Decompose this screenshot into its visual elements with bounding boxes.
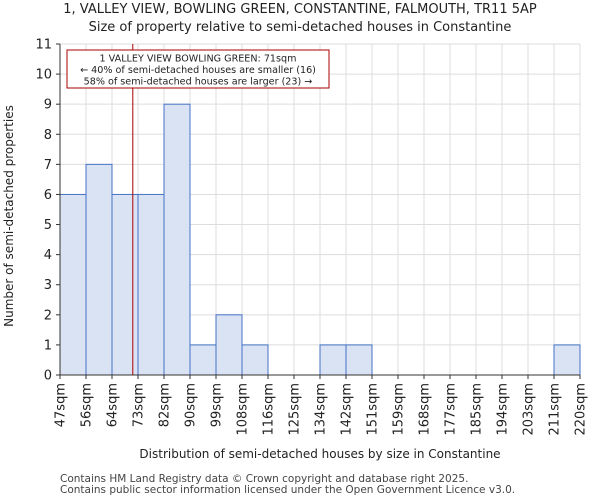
histogram-bar bbox=[137, 193, 165, 376]
x-tick-label: 108sqm bbox=[236, 383, 251, 436]
x-tick-label: 211sqm bbox=[548, 383, 563, 436]
x-tick-label: 73sqm bbox=[132, 383, 147, 427]
x-tick-label: 168sqm bbox=[418, 383, 433, 436]
footer-licence: Contains public sector information licen… bbox=[60, 484, 516, 496]
bar-layer bbox=[59, 103, 581, 376]
x-tick-label: 203sqm bbox=[522, 383, 537, 436]
x-tick-label: 56sqm bbox=[80, 383, 95, 427]
axis-layer: 0 1 2 3 4 5 6 7 8 9 10 11 47sqm 56sqm 64sqm 73sqm 82sqm 9… bbox=[35, 38, 588, 436]
x-tick-label: 90sqm bbox=[184, 383, 199, 427]
x-tick-label: 151sqm bbox=[366, 383, 381, 436]
footer-copyright: Contains HM Land Registry data © Crown c… bbox=[60, 473, 469, 485]
annotation-box bbox=[66, 49, 330, 89]
histogram-bar bbox=[59, 193, 87, 376]
y-tick-label: 9 bbox=[44, 98, 52, 113]
histogram-bar bbox=[553, 344, 581, 376]
histogram-bar bbox=[215, 314, 243, 376]
x-axis-label: Distribution of semi-detached houses by … bbox=[139, 447, 500, 461]
histogram-bar bbox=[189, 344, 217, 376]
y-tick-label: 11 bbox=[35, 38, 52, 53]
y-tick-label: 4 bbox=[44, 248, 52, 263]
y-tick-label: 0 bbox=[44, 369, 52, 384]
x-tick-label: 125sqm bbox=[288, 383, 303, 436]
x-tick-label: 47sqm bbox=[54, 383, 69, 427]
x-tick-label: 142sqm bbox=[340, 383, 355, 436]
annotation-line: 1 VALLEY VIEW BOWLING GREEN: 71sqm bbox=[100, 54, 297, 65]
y-tick-label: 3 bbox=[44, 278, 52, 293]
x-tick-label: 99sqm bbox=[210, 383, 225, 427]
chart-title: 1, VALLEY VIEW, BOWLING GREEN, CONSTANTI… bbox=[63, 2, 537, 17]
histogram-bar bbox=[163, 103, 191, 376]
histogram-bar bbox=[241, 344, 269, 376]
x-tick-label: 82sqm bbox=[158, 383, 173, 427]
y-tick-label: 10 bbox=[35, 68, 52, 83]
x-tick-label: 116sqm bbox=[262, 383, 277, 436]
chart-subtitle: Size of property relative to semi-detach… bbox=[88, 20, 512, 35]
y-axis-label: Number of semi-detached properties bbox=[2, 105, 16, 327]
annotation-line: 58% of semi-detached houses are larger (… bbox=[84, 77, 313, 88]
x-tick-label: 185sqm bbox=[470, 383, 485, 436]
histogram-bar bbox=[85, 163, 113, 376]
marker-layer: 1 VALLEY VIEW BOWLING GREEN: 71sqm← 40% … bbox=[66, 44, 330, 375]
y-tick-label: 5 bbox=[44, 218, 52, 233]
x-tick-label: 177sqm bbox=[444, 383, 459, 436]
y-tick-label: 8 bbox=[44, 128, 52, 143]
x-tick-label: 220sqm bbox=[574, 383, 589, 436]
y-tick-label: 1 bbox=[44, 338, 52, 353]
y-tick-label: 6 bbox=[44, 188, 52, 203]
x-tick-label: 159sqm bbox=[392, 383, 407, 436]
x-tick-label: 194sqm bbox=[496, 383, 511, 436]
x-tick-label: 134sqm bbox=[314, 383, 329, 436]
y-tick-label: 2 bbox=[44, 308, 52, 323]
histogram-bar bbox=[111, 193, 139, 376]
y-tick-label: 7 bbox=[44, 158, 52, 173]
histogram-bar bbox=[319, 344, 347, 376]
histogram-bar bbox=[345, 344, 373, 376]
annotation-line: ← 40% of semi-detached houses are smalle… bbox=[80, 65, 316, 76]
x-tick-label: 64sqm bbox=[106, 383, 121, 427]
